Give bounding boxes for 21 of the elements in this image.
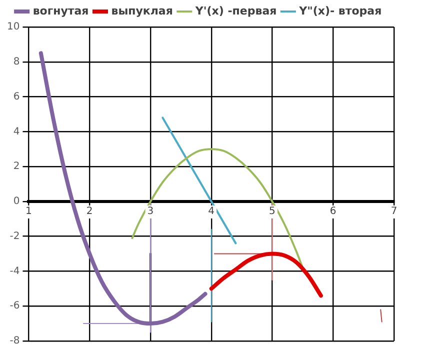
y-tick-label: 10 xyxy=(6,22,20,33)
legend-label: Y'(x) -первая xyxy=(194,4,277,18)
y-tick-label: -6 xyxy=(10,300,20,312)
x-tick-label: 1 xyxy=(26,206,32,218)
x-tick-label: 3 xyxy=(147,206,154,218)
legend-label: выпуклая xyxy=(111,4,173,18)
x-tick-label: 2 xyxy=(86,206,93,218)
y-tick-label: 2 xyxy=(13,161,20,172)
y-tick-label: 0 xyxy=(13,196,20,208)
y-tick-label: 6 xyxy=(13,91,20,102)
y-tick-label: 4 xyxy=(13,126,20,138)
x-tick-label: 7 xyxy=(390,206,398,218)
y-tick-label: -2 xyxy=(10,230,20,242)
y-tick-label: -4 xyxy=(10,266,20,277)
legend-label: вогнутая xyxy=(32,4,89,18)
x-tick-label: 4 xyxy=(208,206,215,218)
y-tick-label: 8 xyxy=(13,56,20,68)
y-tick-label: -8 xyxy=(10,336,20,347)
legend-label: Y"(x)- вторая xyxy=(298,4,382,18)
x-tick-label: 6 xyxy=(330,206,336,218)
x-tick-label: 5 xyxy=(269,206,276,218)
